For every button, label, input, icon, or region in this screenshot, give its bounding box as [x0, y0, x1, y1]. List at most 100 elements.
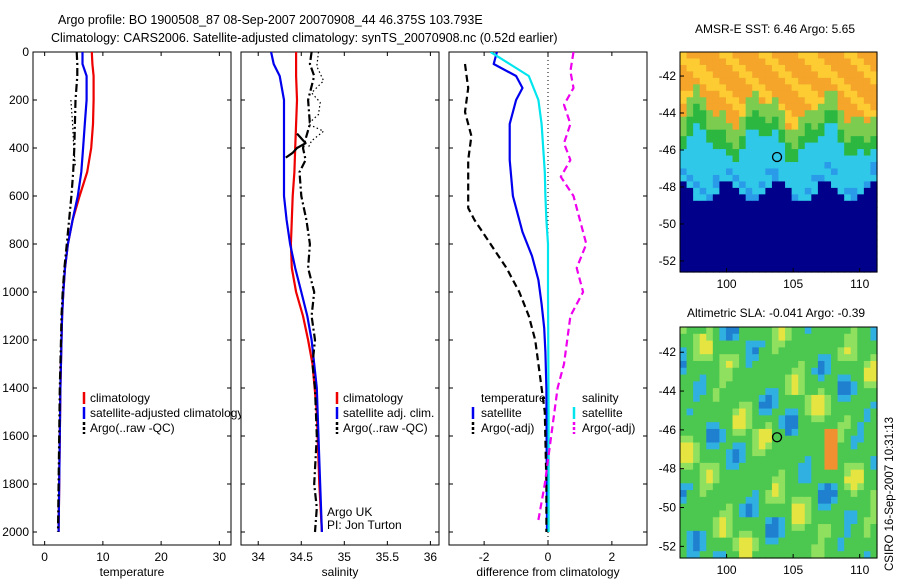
heatmap-cell [850, 360, 858, 369]
heatmap-cell [831, 360, 839, 369]
heatmap-cell [850, 367, 858, 376]
heatmap-cell [725, 394, 734, 403]
heatmap-cell [785, 496, 793, 505]
x-tick-label: 34 [252, 550, 266, 564]
heatmap-cell [811, 333, 819, 342]
heatmap-cell [870, 347, 878, 355]
heatmap-cell [745, 116, 753, 124]
heatmap-cell [824, 442, 832, 450]
heatmap-cell [804, 517, 812, 525]
heatmap-cell [850, 381, 858, 389]
heatmap-cell [850, 476, 858, 484]
heatmap-cell [771, 265, 780, 273]
heatmap-cell [811, 265, 819, 273]
heatmap-cell [680, 162, 688, 170]
map-frame [679, 326, 878, 559]
heatmap-cell [732, 374, 740, 382]
heatmap-cell [706, 462, 714, 471]
heatmap-cell [706, 246, 714, 254]
heatmap-cell [778, 503, 786, 512]
heatmap-cell [732, 496, 740, 505]
heatmap-cell [739, 517, 747, 525]
heatmap-cell [811, 408, 819, 416]
heatmap-cell [732, 233, 740, 241]
heatmap-cell [732, 401, 740, 410]
heatmap-cell [831, 265, 839, 273]
heatmap-cell [804, 71, 812, 79]
heatmap-cell [758, 327, 766, 335]
heatmap-cell [863, 181, 872, 189]
heatmap-cell [785, 510, 793, 518]
heatmap-cell [870, 155, 878, 163]
heatmap-cell [804, 388, 812, 396]
heatmap-cell [725, 77, 734, 85]
heatmap-cell [804, 207, 812, 215]
heatmap-cell [870, 367, 878, 376]
heatmap-cell [752, 524, 760, 532]
heatmap-cell [752, 388, 760, 396]
heatmap-cell [831, 194, 839, 202]
heatmap-cell [844, 483, 852, 491]
heatmap-cell [791, 381, 799, 389]
heatmap-cell [791, 194, 799, 202]
heatmap-cell [712, 428, 720, 437]
heatmap-cell [771, 110, 780, 118]
heatmap-cell [732, 476, 740, 484]
heatmap-cell [837, 220, 845, 228]
heatmap-cell [863, 168, 872, 176]
heatmap-cell [870, 149, 878, 157]
heatmap-cell [752, 462, 760, 471]
heatmap-cell [719, 551, 727, 559]
heatmap-cell [831, 544, 839, 552]
heatmap-cell [706, 490, 714, 498]
heatmap-cell [680, 551, 688, 559]
heatmap-cell [831, 435, 839, 444]
heatmap-cell [758, 220, 766, 228]
heatmap-cell [752, 220, 760, 228]
heatmap-cell [752, 71, 760, 79]
heatmap-cell [863, 388, 872, 396]
heatmap-cell [844, 422, 852, 430]
heatmap-cell [732, 220, 740, 228]
heatmap-cell [778, 367, 786, 376]
heatmap-cell [699, 110, 707, 118]
heatmap-cell [785, 71, 793, 79]
heatmap-cell [870, 181, 878, 189]
heatmap-cell [791, 220, 799, 228]
heatmap-cell [870, 510, 878, 518]
heatmap-cell [686, 442, 694, 450]
heatmap-cell [844, 476, 852, 484]
heatmap-cell [686, 490, 694, 498]
heatmap-cell [739, 239, 747, 247]
heatmap-cell [706, 194, 714, 202]
heatmap-cell [719, 490, 727, 498]
heatmap-cell [686, 537, 694, 546]
heatmap-cell [712, 77, 720, 85]
heatmap-cell [791, 367, 799, 376]
heatmap-cell [739, 340, 747, 348]
heatmap-cell [844, 71, 852, 79]
heatmap-cell [837, 428, 845, 437]
heatmap-cell [771, 530, 780, 539]
heatmap-cell [870, 220, 878, 228]
heatmap-cell [863, 428, 872, 437]
heatmap-cell [791, 517, 799, 525]
heatmap-cell [745, 77, 753, 85]
heatmap-cell [758, 401, 766, 410]
heatmap-cell [732, 435, 740, 444]
heatmap-cell [732, 90, 740, 98]
heatmap-cell [798, 200, 806, 208]
heatmap-cell [798, 52, 806, 60]
heatmap-cell [811, 327, 819, 335]
heatmap-cell [870, 490, 878, 498]
heatmap-cell [837, 490, 845, 498]
heatmap-cell [732, 84, 740, 92]
heatmap-cell [844, 155, 852, 163]
heatmap-cell [824, 58, 832, 66]
series-line [56, 52, 79, 533]
heatmap-cell [850, 265, 858, 273]
heatmap-cell [791, 394, 799, 403]
heatmap-cell [817, 503, 826, 512]
heatmap-cell [778, 374, 786, 382]
heatmap-cell [837, 408, 845, 416]
